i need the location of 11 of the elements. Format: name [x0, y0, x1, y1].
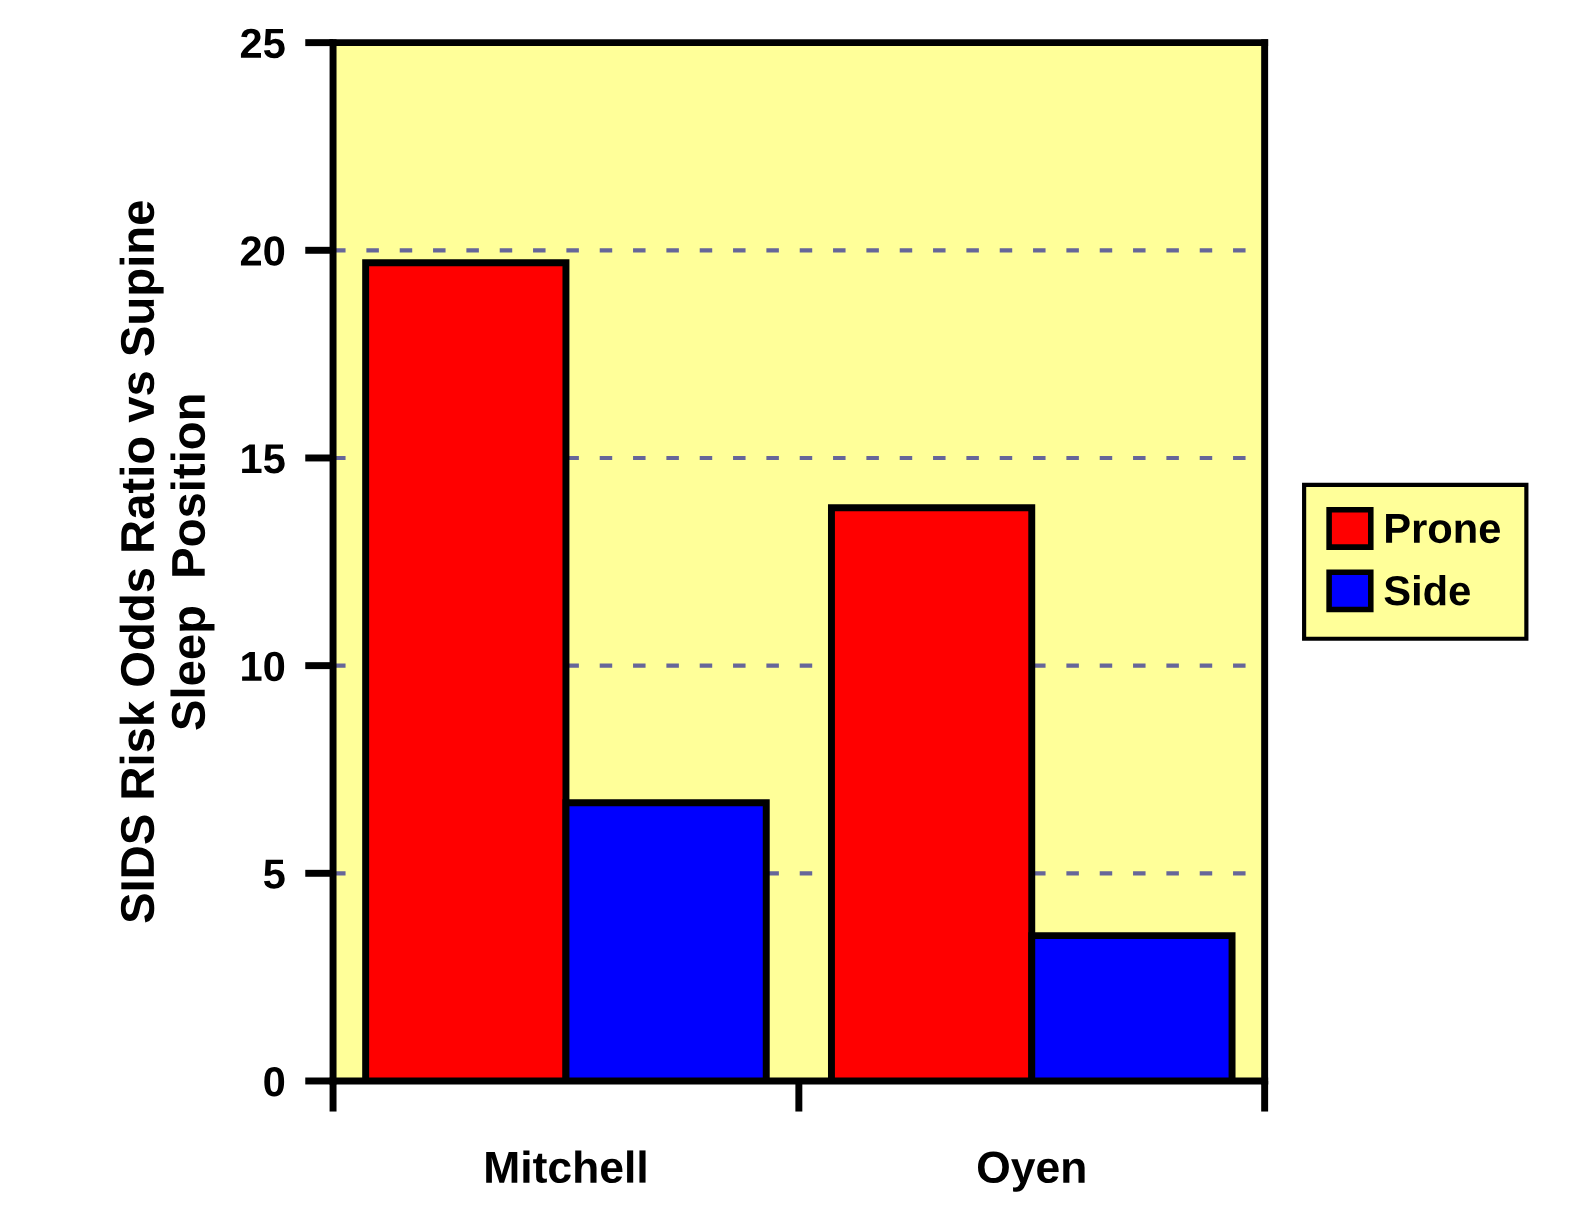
legend-label: Prone — [1386, 514, 1500, 544]
y-tick-label: 20 — [240, 236, 285, 266]
y-tick-label: 15 — [242, 444, 285, 474]
y-tick-label: 5 — [263, 859, 285, 889]
y-tick-label: 25 — [240, 28, 285, 59]
x-tick-label: Mitchell — [486, 1150, 646, 1184]
y-axis-title: SIDS Risk Odds Ratio vs Supine Sleep Position — [119, 201, 215, 923]
x-tick-label: Oyen — [978, 1151, 1085, 1192]
y-tick-label: 10 — [242, 651, 285, 682]
y-tick-label: 0 — [264, 1066, 285, 1097]
legend-label: Side — [1384, 574, 1470, 606]
